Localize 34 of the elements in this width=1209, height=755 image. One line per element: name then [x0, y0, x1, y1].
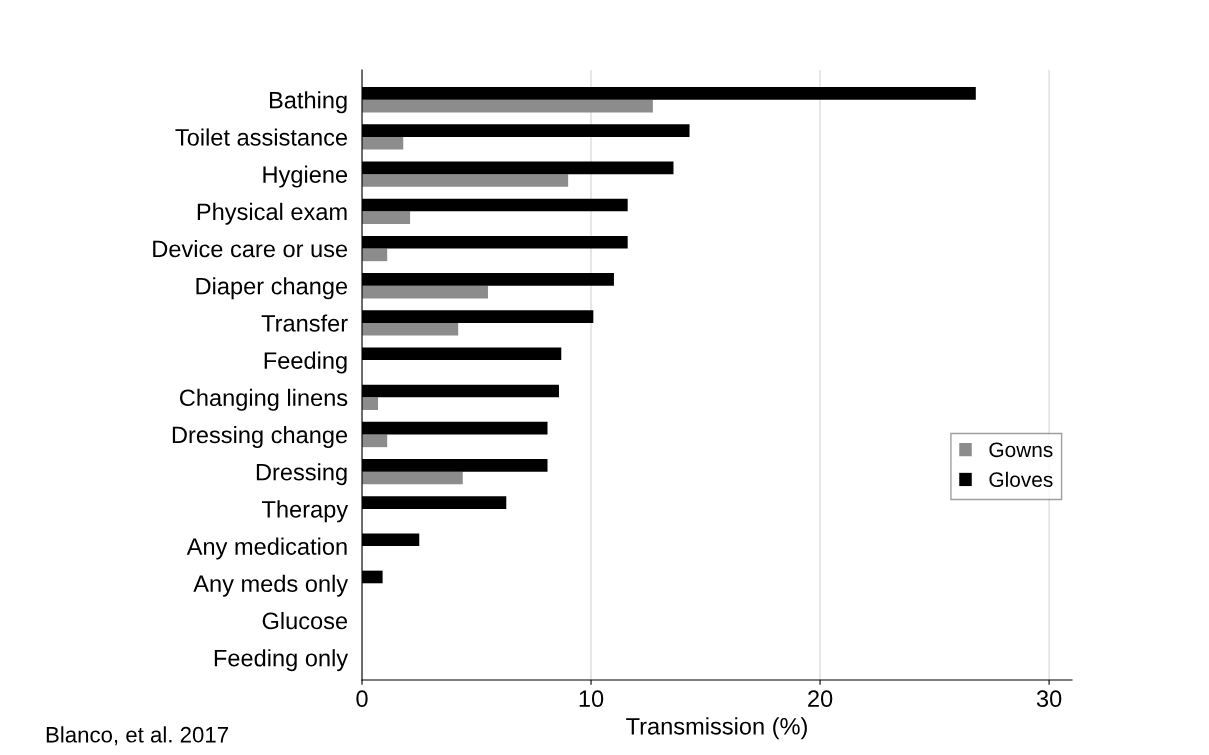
- bar: [362, 248, 388, 262]
- y-tick-label: Physical exam: [197, 202, 347, 225]
- y-tick-label: Changing linens: [179, 388, 348, 411]
- y-tick-label: Hygiene: [263, 165, 348, 188]
- bar: [362, 99, 653, 113]
- bar: [362, 285, 488, 299]
- x-tick-label: 10: [579, 690, 604, 708]
- y-tick-label: Dressing: [256, 463, 347, 486]
- legend-label: Gowns: [989, 442, 1053, 458]
- y-tick-label: Any medication: [186, 537, 347, 560]
- x-tick-label: 20: [808, 690, 833, 708]
- y-tick-label: Glucose: [262, 611, 348, 630]
- y-tick-label: Therapy: [262, 500, 349, 523]
- bar: [362, 471, 463, 485]
- x-tick-label: 30: [1036, 690, 1062, 708]
- bar: [362, 322, 459, 336]
- y-tick-label: Feeding only: [214, 649, 349, 672]
- y-tick-label: Toilet assistance: [175, 128, 348, 146]
- bar: [362, 211, 411, 224]
- bar: [362, 136, 404, 150]
- y-tick-label: Diaper change: [196, 277, 348, 300]
- x-tick-label: 0: [356, 690, 368, 708]
- text: Blanco, et al. 2017: [46, 726, 228, 746]
- bar: [362, 174, 569, 187]
- y-tick-label: Any meds only: [193, 574, 349, 597]
- bar: [362, 434, 388, 448]
- y-tick-label: Feeding: [264, 351, 347, 374]
- y-tick-label: Transfer: [261, 314, 348, 332]
- y-tick-label: Device care or use: [153, 239, 348, 258]
- y-tick-label: Bathing: [269, 91, 347, 114]
- y-tick-label: Dressing change: [172, 425, 348, 448]
- legend-label: Gloves: [989, 471, 1053, 488]
- x-axis-title: Transmission (%): [626, 717, 807, 740]
- bar: [362, 397, 379, 410]
